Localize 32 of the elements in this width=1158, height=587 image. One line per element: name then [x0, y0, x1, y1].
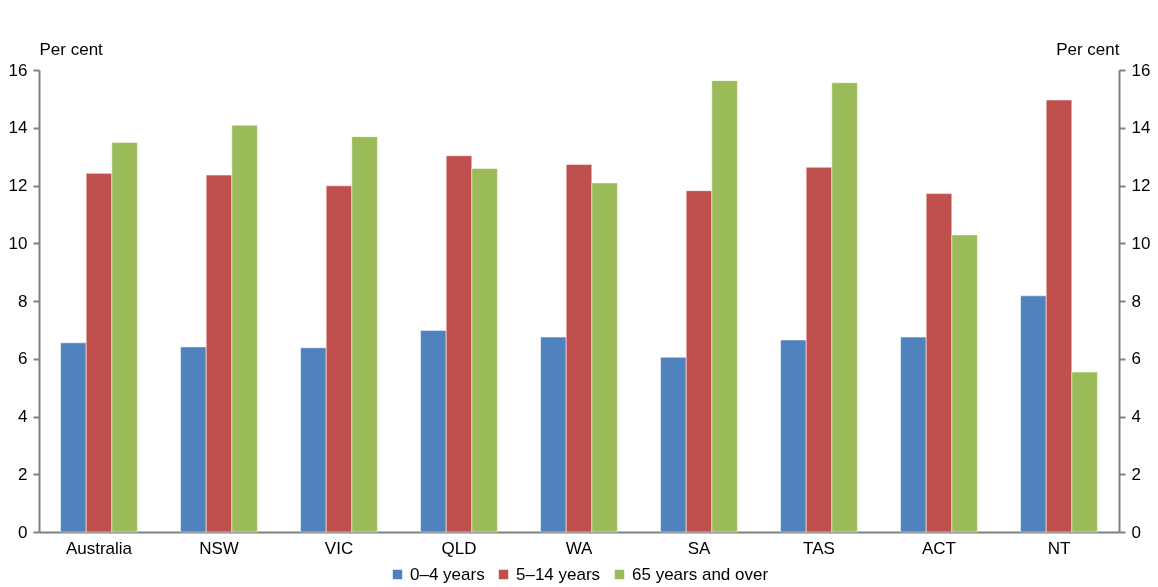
y2-axis-title: Per cent — [1056, 39, 1120, 59]
y-tick-label: 14 — [8, 118, 28, 138]
y-tick-label: 16 — [8, 60, 28, 80]
y2-tick-label: 2 — [1131, 464, 1141, 484]
legend-label: 65 years and over — [632, 564, 769, 584]
legend-label: 5–14 years — [516, 564, 601, 584]
legend-label: 0–4 years — [410, 564, 485, 584]
y-tick-label: 12 — [8, 176, 28, 195]
y2-tick-label: 10 — [1131, 233, 1151, 253]
x-tick-label: ACT — [922, 538, 956, 558]
y-tick-label: 6 — [18, 349, 28, 369]
y2-tick-label: 4 — [1131, 407, 1141, 426]
y2-tick-label: 6 — [1131, 349, 1141, 369]
y-tick-label: 4 — [18, 407, 28, 426]
x-tick-label: QLD — [441, 538, 477, 558]
y2-tick-label: 16 — [1131, 60, 1151, 80]
y-tick-label: 0 — [18, 522, 28, 542]
y2-tick-label: 0 — [1131, 522, 1141, 542]
y2-tick-label: 14 — [1131, 118, 1151, 138]
x-tick-label: NSW — [199, 538, 239, 558]
x-tick-label: WA — [565, 538, 594, 558]
x-tick-label: TAS — [803, 538, 835, 558]
y-tick-label: 8 — [18, 291, 28, 311]
x-tick-label: SA — [687, 538, 711, 558]
x-tick-label: VIC — [324, 538, 354, 558]
y-tick-label: 2 — [18, 464, 28, 484]
y2-tick-label: 8 — [1131, 291, 1141, 311]
y-tick-label: 10 — [8, 233, 28, 253]
y2-tick-label: 12 — [1131, 176, 1151, 195]
y-axis-title: Per cent — [39, 39, 104, 59]
x-tick-label: Australia — [65, 538, 133, 558]
x-tick-label: NT — [1047, 538, 1071, 558]
